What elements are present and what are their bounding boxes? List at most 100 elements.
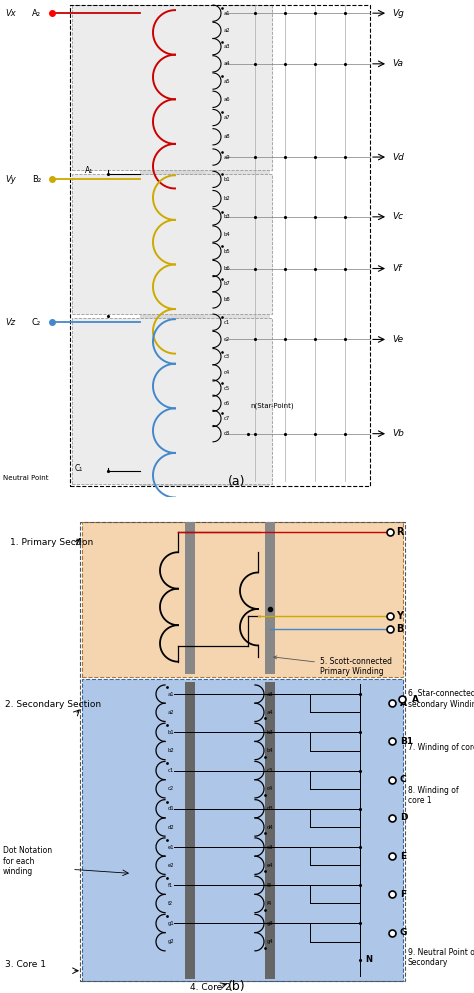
Text: C: C <box>400 776 407 784</box>
Text: b8: b8 <box>224 298 231 303</box>
Text: d4: d4 <box>267 824 274 829</box>
Bar <box>265 682 275 979</box>
Text: a7: a7 <box>224 115 231 120</box>
Bar <box>82 679 403 981</box>
Text: c2: c2 <box>224 337 230 342</box>
Bar <box>80 522 405 981</box>
Text: 1. Primary Section: 1. Primary Section <box>10 537 93 546</box>
Text: a3: a3 <box>224 44 230 49</box>
Text: d3: d3 <box>267 806 273 811</box>
Text: e2: e2 <box>168 863 174 868</box>
Text: 9. Neutral Point of
Secondary: 9. Neutral Point of Secondary <box>408 948 474 967</box>
Text: c5: c5 <box>224 385 230 390</box>
Bar <box>72 5 272 170</box>
Text: A: A <box>412 695 419 704</box>
Bar <box>185 682 195 979</box>
Text: f4: f4 <box>267 901 272 906</box>
Bar <box>185 522 195 674</box>
Bar <box>140 5 215 487</box>
Text: Neutral Point: Neutral Point <box>3 476 48 482</box>
Text: R: R <box>396 527 403 537</box>
Text: 8. Winding of
core 1: 8. Winding of core 1 <box>408 785 459 805</box>
Text: e1: e1 <box>168 844 174 850</box>
Text: b6: b6 <box>224 266 231 271</box>
Text: 2. Secondary Section: 2. Secondary Section <box>5 700 101 709</box>
Text: 3. Core 1: 3. Core 1 <box>5 960 46 969</box>
Text: A₁: A₁ <box>85 166 93 175</box>
Text: f1: f1 <box>168 883 173 888</box>
Text: a4: a4 <box>224 62 231 67</box>
Text: a1: a1 <box>224 11 231 16</box>
Text: B: B <box>396 625 403 635</box>
Text: B₂: B₂ <box>32 175 41 184</box>
Text: b7: b7 <box>224 281 231 286</box>
Text: d2: d2 <box>168 824 175 829</box>
Text: b1: b1 <box>168 730 175 735</box>
Text: f3: f3 <box>267 883 272 888</box>
Text: a4: a4 <box>267 710 273 715</box>
Text: f2: f2 <box>168 901 173 906</box>
Text: C₂: C₂ <box>32 318 41 327</box>
Bar <box>205 5 270 487</box>
Text: 4. Core 2: 4. Core 2 <box>190 983 231 992</box>
Text: Va: Va <box>392 60 403 69</box>
Text: d1: d1 <box>168 806 175 811</box>
Text: G: G <box>400 928 407 937</box>
Text: A₂: A₂ <box>32 9 41 18</box>
Bar <box>70 5 370 487</box>
Text: Vf: Vf <box>392 264 401 273</box>
Text: c4: c4 <box>267 786 273 791</box>
Text: g2: g2 <box>168 939 175 944</box>
Text: a2: a2 <box>168 710 174 715</box>
Text: c3: c3 <box>267 768 273 774</box>
Text: N: N <box>365 955 372 964</box>
Text: a9: a9 <box>224 155 231 160</box>
Text: c2: c2 <box>168 786 174 791</box>
Text: Vc: Vc <box>392 213 403 221</box>
Text: c3: c3 <box>224 355 230 359</box>
Text: c7: c7 <box>224 416 230 421</box>
Text: n(Star-Point): n(Star-Point) <box>250 402 293 408</box>
Text: Vx: Vx <box>5 9 16 18</box>
Text: Vg: Vg <box>392 9 404 18</box>
Text: a8: a8 <box>224 134 231 139</box>
Text: b3: b3 <box>224 214 231 219</box>
Text: b3: b3 <box>267 730 273 735</box>
Text: Ve: Ve <box>392 335 403 344</box>
Text: g1: g1 <box>168 921 175 926</box>
Text: e4: e4 <box>267 863 273 868</box>
Text: Vb: Vb <box>392 429 404 438</box>
Text: c1: c1 <box>224 320 230 325</box>
Text: a1: a1 <box>168 691 174 696</box>
Text: 5. Scott-connected
Primary Winding: 5. Scott-connected Primary Winding <box>273 655 392 676</box>
Text: c6: c6 <box>224 401 230 406</box>
Text: a2: a2 <box>224 28 231 33</box>
Text: b5: b5 <box>224 249 231 254</box>
Bar <box>72 175 272 314</box>
Text: c8: c8 <box>224 431 230 436</box>
Text: B1: B1 <box>400 737 413 746</box>
Text: b4: b4 <box>224 231 231 236</box>
Text: (a): (a) <box>228 476 246 489</box>
Text: a3: a3 <box>267 691 273 696</box>
Text: g3: g3 <box>267 921 273 926</box>
Text: A: A <box>400 699 407 708</box>
Text: b4: b4 <box>267 748 274 753</box>
Text: Vy: Vy <box>5 175 16 184</box>
Text: Dot Notation
for each
winding: Dot Notation for each winding <box>3 846 52 876</box>
Text: b1: b1 <box>224 177 231 182</box>
Bar <box>72 318 272 485</box>
Text: F: F <box>400 890 406 899</box>
Text: c4: c4 <box>224 370 230 375</box>
Text: a6: a6 <box>224 96 231 102</box>
Text: b2: b2 <box>168 748 175 753</box>
Bar <box>82 522 403 677</box>
Text: e3: e3 <box>267 844 273 850</box>
Text: a5: a5 <box>224 78 231 83</box>
Text: g4: g4 <box>267 939 274 944</box>
Text: 7. Winding of core 2: 7. Winding of core 2 <box>408 744 474 753</box>
Text: E: E <box>400 852 406 861</box>
Text: c1: c1 <box>168 768 174 774</box>
Text: 6. Star-connected
secondary Winding: 6. Star-connected secondary Winding <box>408 689 474 709</box>
Text: Vz: Vz <box>5 318 15 327</box>
